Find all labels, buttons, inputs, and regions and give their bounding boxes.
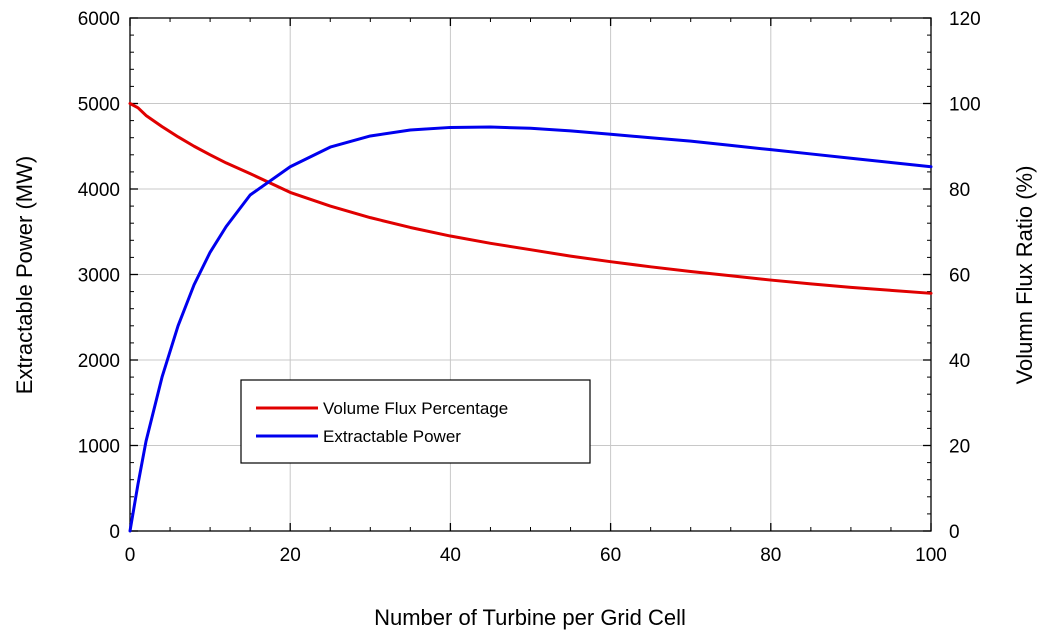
y-left-tick-label: 3000 bbox=[78, 266, 120, 287]
y-axis-left-title: Extractable Power (MW) bbox=[12, 156, 37, 394]
x-tick-label: 20 bbox=[280, 545, 301, 566]
y-right-tick-label: 120 bbox=[949, 9, 981, 30]
series-line-extractable-power bbox=[128, 125, 933, 533]
x-axis-title: Number of Turbine per Grid Cell bbox=[374, 605, 686, 630]
y-right-tick-label: 20 bbox=[949, 437, 970, 458]
legend-label-volume-flux: Volume Flux Percentage bbox=[323, 399, 508, 418]
y-left-tick-label: 1000 bbox=[78, 437, 120, 458]
series-line-volume-flux-percentage bbox=[128, 102, 933, 295]
y-left-tick-label: 2000 bbox=[78, 351, 120, 372]
legend: Volume Flux Percentage Extractable Power bbox=[240, 379, 591, 464]
y-left-tick-label: 0 bbox=[109, 522, 120, 543]
series-layer bbox=[128, 102, 933, 533]
axis-ticks: 0 20 40 60 80 1000100020003000400050006000020… bbox=[78, 9, 981, 566]
x-tick-label: 0 bbox=[125, 545, 136, 566]
x-tick-label: 80 bbox=[760, 545, 781, 566]
y-right-tick-label: 40 bbox=[949, 351, 970, 372]
y-left-tick-label: 5000 bbox=[78, 95, 120, 116]
y-right-tick-label: 60 bbox=[949, 266, 970, 287]
x-tick-label: 100 bbox=[915, 545, 947, 566]
y-left-tick-label: 4000 bbox=[78, 180, 120, 201]
y-left-tick-label: 6000 bbox=[78, 9, 120, 30]
x-tick-label: 40 bbox=[440, 545, 461, 566]
y-right-tick-label: 100 bbox=[949, 95, 981, 116]
y-right-tick-label: 80 bbox=[949, 180, 970, 201]
legend-box bbox=[240, 379, 591, 464]
x-tick-label: 60 bbox=[600, 545, 621, 566]
y-right-tick-label: 0 bbox=[949, 522, 960, 543]
legend-label-extractable-power: Extractable Power bbox=[323, 427, 461, 446]
y-axis-right-title: Volumn Flux Ratio (%) bbox=[1012, 166, 1037, 385]
